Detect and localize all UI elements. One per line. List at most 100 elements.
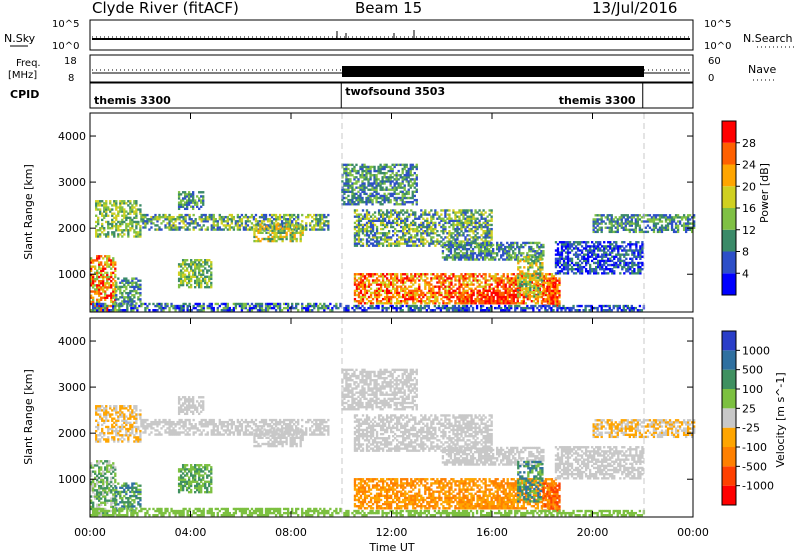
power-cell — [232, 218, 236, 221]
power-cell — [301, 309, 304, 312]
power-cell — [414, 236, 417, 239]
power-cell — [407, 180, 410, 183]
power-cell — [504, 291, 507, 295]
power-cell — [319, 215, 322, 219]
power-cell — [580, 261, 584, 265]
power-cell — [450, 217, 453, 220]
power-cell — [361, 215, 365, 218]
power-cell — [462, 279, 465, 282]
power-cell — [490, 283, 493, 286]
power-cell — [407, 167, 410, 171]
power-cell — [236, 222, 240, 225]
power-cell — [383, 198, 386, 202]
power-cell — [365, 178, 368, 181]
power-cell — [500, 277, 503, 280]
power-cell — [192, 226, 195, 229]
power-cell — [168, 222, 171, 225]
power-cell — [121, 200, 124, 203]
power-cell — [96, 277, 99, 281]
power-cell — [562, 265, 566, 269]
power-cell — [180, 304, 183, 308]
power-cell — [349, 169, 352, 173]
power-cell — [210, 226, 213, 229]
power-cell — [609, 245, 612, 248]
power-cell — [603, 241, 606, 244]
power-cell — [256, 309, 260, 312]
power-cell — [115, 222, 118, 226]
power-cell — [595, 270, 598, 273]
power-cell — [428, 234, 431, 237]
power-cell — [472, 240, 475, 243]
power-cell — [179, 205, 183, 208]
power-cell — [267, 231, 270, 234]
power-cell — [578, 263, 582, 267]
power-cell — [129, 202, 132, 205]
power-cell — [605, 255, 608, 258]
power-cell — [179, 279, 183, 283]
power-cell — [355, 198, 358, 202]
power-cell — [130, 309, 133, 312]
power-cell — [556, 272, 560, 275]
power-cell — [537, 257, 540, 261]
power-cell — [456, 232, 459, 235]
power-cell — [375, 297, 379, 301]
power-cell — [139, 279, 142, 282]
power-cell — [369, 215, 373, 218]
power-cell — [457, 256, 461, 259]
power-cell — [99, 208, 102, 211]
power-cell — [409, 184, 412, 187]
power-cell — [162, 309, 165, 312]
power-cell — [393, 165, 396, 169]
power-cell — [406, 223, 409, 227]
power-cell — [574, 241, 578, 244]
power-cell — [472, 277, 475, 280]
power-cell — [400, 287, 403, 290]
power-cell — [434, 291, 437, 295]
power-cell — [137, 231, 140, 234]
power-cell — [282, 222, 286, 225]
power-cell — [102, 277, 105, 281]
power-cell — [420, 297, 423, 301]
power-cell — [574, 253, 578, 256]
power-cell — [482, 302, 485, 305]
power-cell — [496, 285, 499, 288]
power-cell — [447, 254, 451, 257]
power-cell — [95, 214, 98, 217]
power-cell — [436, 213, 439, 216]
power-cell — [554, 249, 558, 252]
power-cell — [200, 226, 203, 229]
power-cell — [615, 245, 618, 248]
power-cell — [295, 225, 298, 228]
power-cell — [206, 215, 209, 219]
power-cell — [440, 219, 443, 223]
power-cell — [408, 232, 411, 235]
power-cell — [450, 273, 453, 276]
power-cell — [99, 229, 102, 232]
power-cell — [462, 287, 465, 290]
power-cell — [440, 209, 443, 212]
nsky-label: N.Sky — [4, 32, 36, 45]
power-cell — [468, 227, 471, 231]
power-cell — [452, 223, 455, 227]
power-cell — [409, 163, 412, 167]
power-cell — [381, 213, 385, 216]
power-cell — [436, 275, 439, 278]
power-cell — [506, 295, 509, 299]
power-cell — [462, 215, 465, 218]
power-cell — [404, 211, 407, 214]
power-cell — [460, 242, 463, 245]
power-cell — [406, 300, 409, 303]
power-cell — [148, 218, 151, 221]
power-cell — [528, 245, 531, 249]
power-cell — [110, 296, 113, 299]
power-cell — [471, 247, 475, 251]
power-cell — [253, 227, 256, 230]
power-cell — [463, 245, 467, 249]
power-cell — [377, 192, 380, 196]
power-cell — [404, 232, 407, 235]
power-cell — [464, 211, 467, 214]
power-cell — [496, 297, 499, 301]
power-cell — [365, 242, 369, 245]
power-cell — [426, 283, 429, 286]
power-cell — [278, 309, 282, 312]
